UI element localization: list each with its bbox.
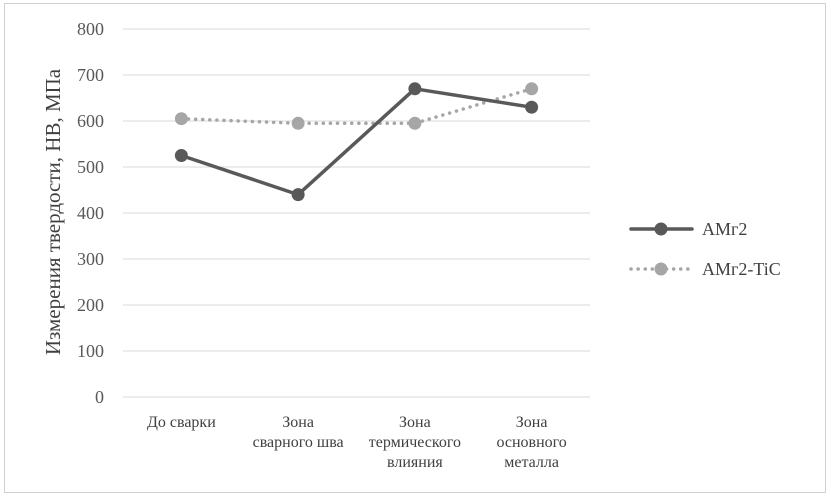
x-category-label: Зона термического влияния — [369, 414, 461, 471]
x-category-line: сварного шва — [253, 434, 344, 451]
x-category-line: Зона — [516, 414, 548, 431]
data-point-1-2 — [408, 116, 422, 130]
data-point-1-3 — [525, 82, 539, 96]
legend-marker-1 — [654, 262, 668, 276]
y-tick-label: 800 — [77, 19, 104, 39]
legend: АМг2 АМг2-TiC — [629, 219, 781, 279]
x-category-label: До сварки — [147, 414, 216, 431]
series-line-1 — [179, 87, 534, 126]
x-category-line: Зона — [282, 414, 314, 431]
y-tick-label: 200 — [77, 295, 104, 315]
legend-marker-0 — [654, 222, 668, 236]
data-point-0-0 — [174, 149, 188, 162]
y-tick-label: 300 — [77, 249, 104, 269]
x-category-label: Зона сварного шва — [253, 414, 344, 451]
data-point-0-1 — [291, 188, 305, 202]
x-category-line: Зона — [399, 414, 431, 431]
x-category-line: влияния — [387, 454, 443, 471]
y-tick-label: 500 — [77, 157, 104, 177]
y-axis-label: Измерения твердости, HB, МПа — [41, 68, 65, 355]
gridlines — [123, 28, 590, 398]
data-point-0-3 — [525, 100, 539, 114]
data-point-1-0 — [174, 112, 188, 126]
data-point-1-1 — [291, 116, 305, 130]
y-tick-label: 0 — [95, 387, 104, 407]
series-line-0 — [179, 87, 534, 197]
x-category-line: До сварки — [147, 414, 216, 431]
x-category-line: термического — [369, 434, 461, 451]
legend-label-1: АМг2-TiC — [702, 259, 781, 279]
y-tick-labels: 0 100 200 300 400 500 600 700 800 — [77, 19, 104, 407]
series-layer — [174, 82, 539, 202]
legend-label-0: АМг2 — [702, 219, 747, 239]
y-tick-label: 400 — [77, 203, 104, 223]
x-category-labels: До сварки Зона сварного шва Зона термическог… — [147, 414, 567, 471]
x-category-line: металла — [504, 454, 559, 471]
x-category-line: основного — [496, 434, 566, 451]
data-point-0-2 — [408, 82, 422, 96]
y-tick-label: 700 — [77, 65, 104, 85]
y-tick-label: 100 — [77, 341, 104, 361]
x-category-label: Зона основного металла — [496, 414, 566, 471]
y-tick-label: 600 — [77, 111, 104, 131]
